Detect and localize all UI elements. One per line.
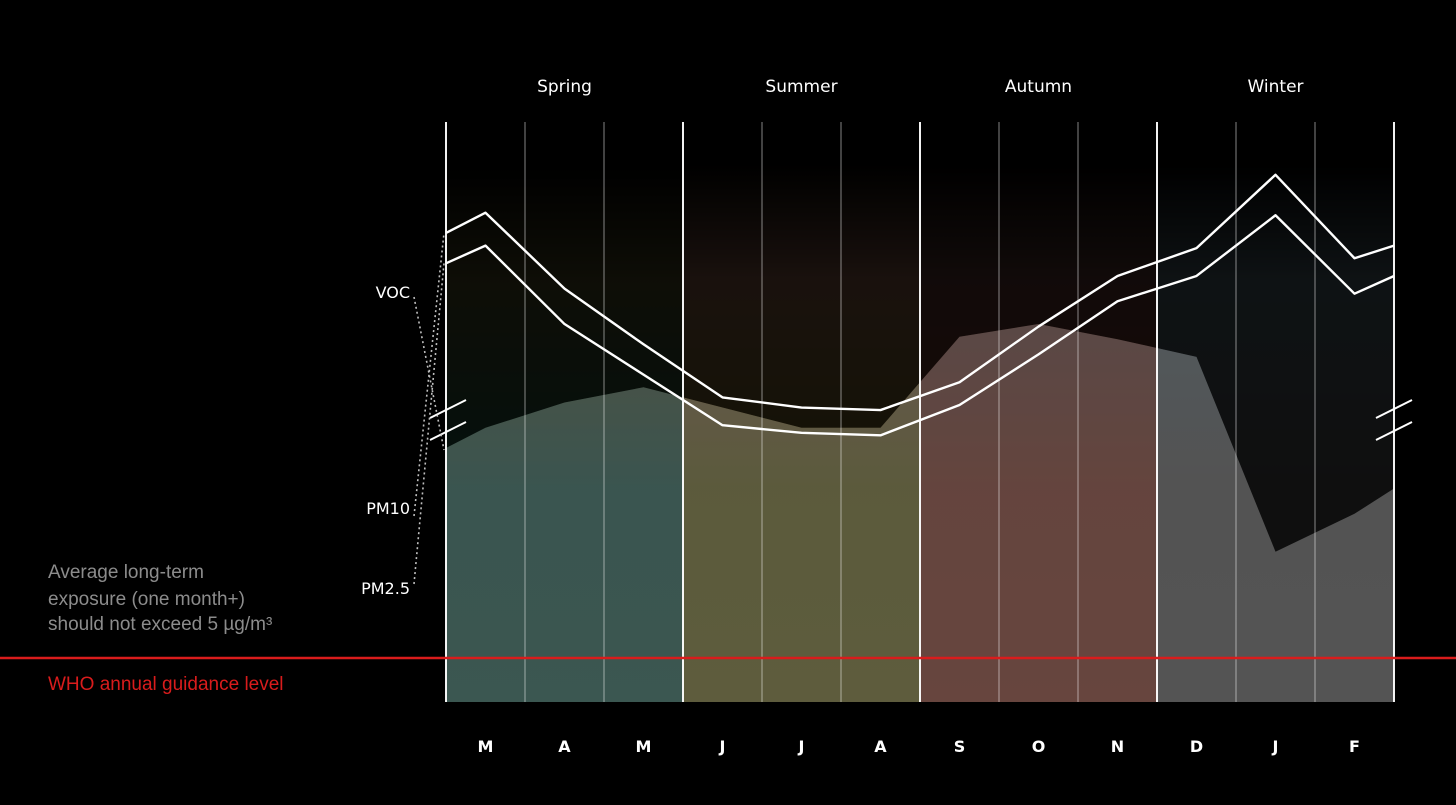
pm25-label: PM2.5 <box>361 579 410 598</box>
voc-label: VOC <box>376 283 410 302</box>
axis-break-mark <box>429 421 467 441</box>
month-tick-label: F <box>1349 737 1360 756</box>
month-tick-label: M <box>636 737 652 756</box>
pm10-line <box>445 173 1395 412</box>
season-label-summer: Summer <box>765 77 837 97</box>
month-tick-label: A <box>874 737 887 756</box>
month-tick-label: D <box>1190 737 1203 756</box>
season-label-winter: Winter <box>1247 77 1303 97</box>
note-line-2: exposure (one month+) <box>48 589 245 610</box>
series-label-leader <box>413 263 445 585</box>
note-line-3: should not exceed 5 µg/m³ <box>48 614 273 635</box>
season-label-autumn: Autumn <box>1005 77 1072 97</box>
month-tick-label: N <box>1111 737 1124 756</box>
note-line-1: Average long-term <box>48 562 204 583</box>
axis-break-mark <box>429 399 467 419</box>
month-tick-label: J <box>1272 737 1279 756</box>
axis-break-mark <box>1375 399 1413 419</box>
month-tick-label: A <box>558 737 571 756</box>
month-tick-label: J <box>798 737 805 756</box>
series-label-leader <box>413 232 445 517</box>
month-tick-label: O <box>1032 737 1046 756</box>
series-label-leader <box>413 296 445 451</box>
who-guidance-label: WHO annual guidance level <box>48 674 284 695</box>
pm25-line <box>445 214 1395 437</box>
axis-break-mark <box>1375 421 1413 441</box>
pm10-label: PM10 <box>366 499 410 518</box>
month-tick-label: M <box>478 737 494 756</box>
month-tick-label: J <box>719 737 726 756</box>
season-label-spring: Spring <box>537 77 592 97</box>
month-tick-label: S <box>954 737 966 756</box>
